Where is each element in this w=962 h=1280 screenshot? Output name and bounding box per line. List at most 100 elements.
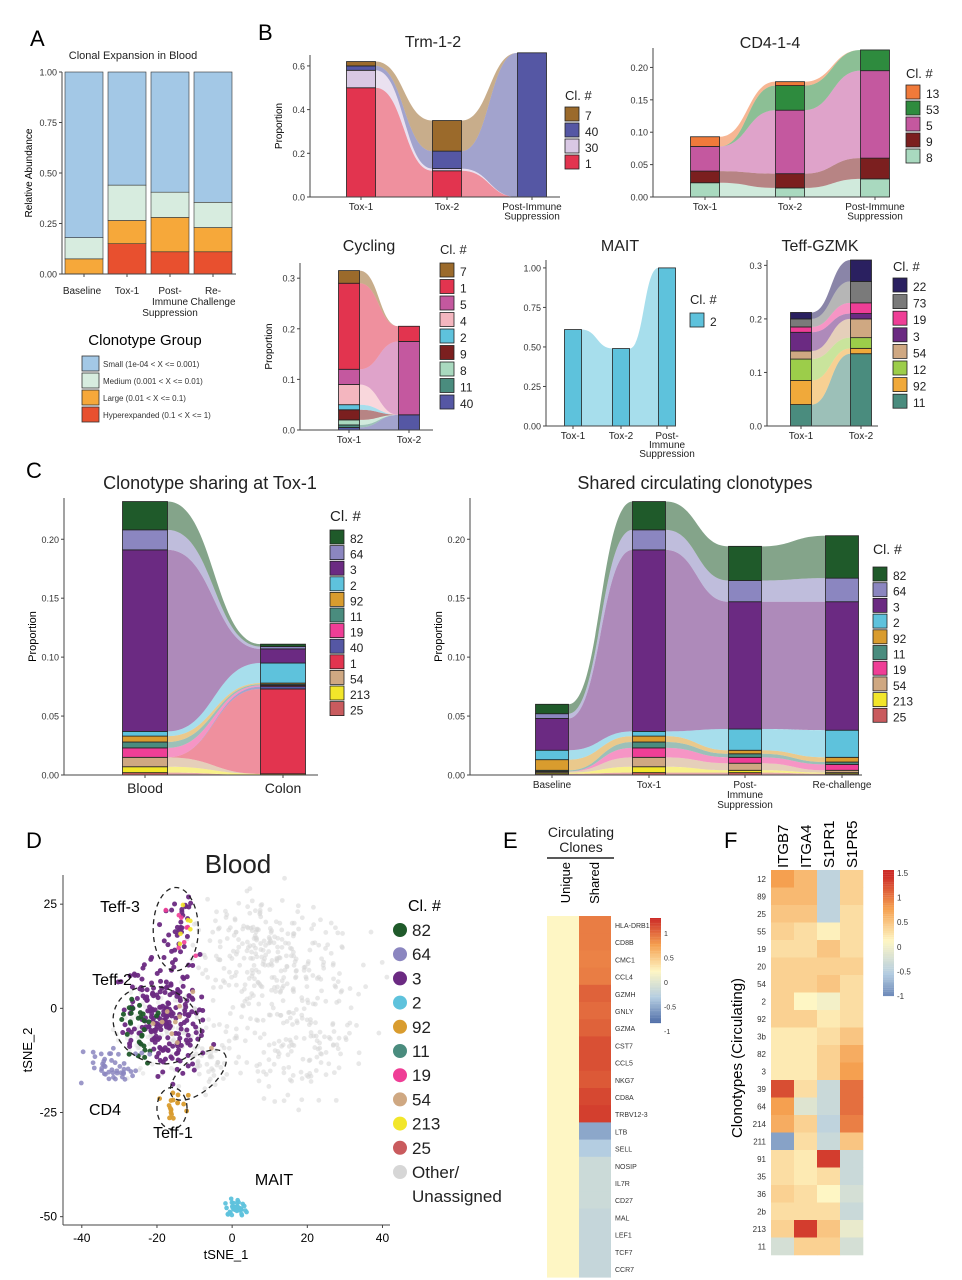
cell-point xyxy=(221,965,227,971)
panel-label-c: C xyxy=(26,458,42,483)
flow-9 xyxy=(804,158,861,188)
cell-point xyxy=(196,1007,202,1013)
bar-segment-19 xyxy=(850,302,872,314)
colorbar-step xyxy=(650,935,661,938)
cell-point xyxy=(193,1051,199,1057)
heatmap-cell xyxy=(840,1045,864,1063)
cell-point xyxy=(336,1035,342,1041)
flow-30 xyxy=(375,70,433,171)
cell-point xyxy=(259,902,265,907)
cell-point xyxy=(209,1054,215,1060)
heatmap-cell xyxy=(817,1080,841,1098)
legend-label: 3 xyxy=(412,969,421,988)
bar-segment-54 xyxy=(850,318,872,339)
legend-swatch-9 xyxy=(905,132,921,148)
legend-swatch-54 xyxy=(892,343,908,359)
colorbar-step xyxy=(883,956,894,959)
cell-point xyxy=(272,1048,278,1054)
cell-point xyxy=(206,1017,211,1022)
cell-point xyxy=(190,1061,196,1067)
row-label: CCL5 xyxy=(615,1061,633,1068)
x-tick-label: Tox-1 xyxy=(349,202,374,213)
colorbar-step xyxy=(883,878,894,881)
cell-point xyxy=(276,1038,282,1044)
cell-point xyxy=(164,1024,170,1030)
colorbar-step xyxy=(650,951,661,954)
cell-point xyxy=(190,942,196,948)
legend-swatch-40 xyxy=(439,394,455,410)
bar-segment xyxy=(193,201,233,228)
flow-3 xyxy=(167,549,261,732)
cell-point xyxy=(163,907,169,913)
colorbar-step xyxy=(650,965,661,968)
heatmap-cell xyxy=(771,905,795,923)
cell-point xyxy=(99,1068,104,1073)
legend-marker-8 xyxy=(393,1116,407,1131)
bar-segment-19 xyxy=(790,326,812,333)
cell-point xyxy=(218,984,224,990)
bar-segment-3 xyxy=(790,331,812,352)
chart-B3: 0.0 0.1 0.2 0.3 Tox-1 Tox-2 Cycling Proportion C… xyxy=(264,238,474,446)
cell-point xyxy=(78,1080,84,1086)
x-tick-label: Baseline xyxy=(63,286,102,297)
heatmap-cell xyxy=(547,1019,579,1037)
row-label: 54 xyxy=(757,980,766,989)
legend-label-25: 25 xyxy=(350,704,364,718)
cell-point xyxy=(166,932,172,938)
colorbar-step xyxy=(650,961,661,964)
cell-point xyxy=(179,906,185,912)
cell-point xyxy=(140,1071,146,1076)
cell-point xyxy=(151,1046,157,1052)
heatmap-cell xyxy=(547,1242,579,1261)
cell-point xyxy=(261,938,267,944)
cell-point xyxy=(272,1099,278,1104)
cell-point xyxy=(291,953,297,959)
legend-marker-4 xyxy=(393,1019,407,1034)
cell-point xyxy=(188,918,193,924)
cell-point xyxy=(224,936,230,941)
cell-point xyxy=(155,1073,161,1079)
flow-7 xyxy=(375,61,433,152)
cell-point xyxy=(222,980,228,985)
cell-point xyxy=(287,1015,293,1021)
cell-point xyxy=(286,1043,292,1049)
colorbar-step xyxy=(883,918,894,921)
y-tick-label: -50 xyxy=(40,1210,58,1224)
cell-point xyxy=(230,948,236,954)
cell-point xyxy=(257,911,263,917)
heatmap-cell xyxy=(771,1115,795,1133)
cell-point xyxy=(190,962,196,968)
colorbar-step xyxy=(883,886,894,889)
heatmap-cell xyxy=(579,1139,611,1158)
colorbar-step xyxy=(883,872,894,875)
heatmap-cell xyxy=(771,1202,795,1221)
cell-point xyxy=(245,1025,250,1031)
cell-point xyxy=(225,1212,231,1217)
cell-point xyxy=(120,1011,126,1017)
legend-swatch-7 xyxy=(439,262,455,278)
cluster-label: MAIT xyxy=(255,1172,293,1189)
heatmap-cell xyxy=(817,1237,841,1256)
cell-point xyxy=(126,1051,132,1057)
row-label: 211 xyxy=(753,1138,766,1147)
bar-segment-64 xyxy=(728,580,762,603)
cell-point xyxy=(210,929,216,935)
bar-segment-92 xyxy=(535,759,569,771)
panel-label-f: F xyxy=(724,828,737,853)
cell-point xyxy=(307,947,313,953)
legend-label-213: 213 xyxy=(893,695,913,709)
bar-segment-11 xyxy=(632,741,666,749)
cell-point xyxy=(310,1001,316,1007)
legend-label-3: 3 xyxy=(350,563,357,577)
cell-point xyxy=(241,923,247,929)
colorbar-step xyxy=(883,933,894,936)
y-tick-label: 0.20 xyxy=(630,63,648,73)
legend-label-92: 92 xyxy=(893,632,907,646)
cell-point xyxy=(168,981,174,987)
row-label: 92 xyxy=(757,1015,766,1024)
colorbar-step xyxy=(883,903,894,906)
colorbar-step xyxy=(650,977,661,980)
bar-segment-2 xyxy=(612,348,630,427)
flow-54 xyxy=(568,757,633,773)
